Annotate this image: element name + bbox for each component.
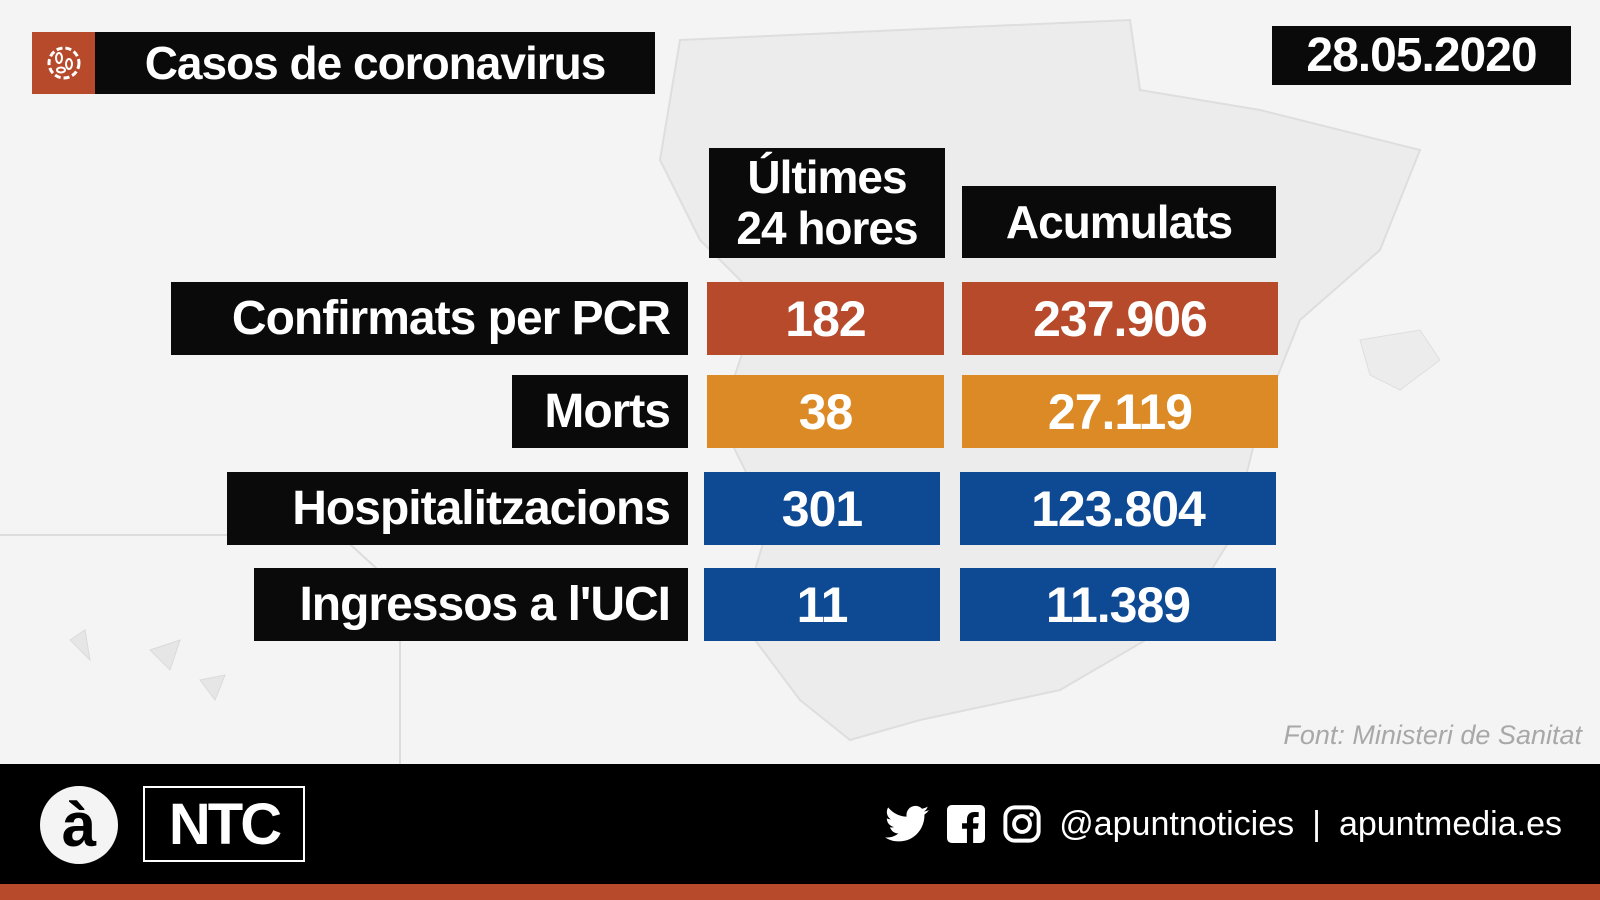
row-value-last-24h: 38: [707, 375, 944, 448]
row-label: Hospitalitzacions: [227, 472, 688, 545]
row-value-cumulative: 123.804: [960, 472, 1276, 545]
row-value-last-24h: 11: [704, 568, 940, 641]
page-title: Casos de coronavirus: [95, 32, 655, 94]
row-label: Confirmats per PCR: [171, 282, 688, 355]
column-header-cumulative: Acumulats: [962, 186, 1276, 258]
footer-accent-stripe: [0, 884, 1600, 900]
row-label: Ingressos a l'UCI: [254, 568, 688, 641]
row-label: Morts: [512, 375, 688, 448]
column-header-last-24h: Últimes 24 hores: [709, 148, 945, 258]
row-value-cumulative: 237.906: [962, 282, 1278, 355]
virus-icon: [32, 32, 95, 94]
title-block: Casos de coronavirus: [32, 32, 655, 94]
ntc-logo: NTC: [143, 786, 305, 862]
apunt-logo-text: à: [61, 790, 97, 860]
website-link[interactable]: apuntmedia.es: [1338, 804, 1562, 843]
instagram-icon[interactable]: [1003, 805, 1041, 843]
separator: |: [1312, 804, 1321, 843]
date-label: 28.05.2020: [1272, 26, 1571, 85]
footer: à NTC @apuntnoticies | apuntmedia.es: [0, 764, 1600, 884]
facebook-icon[interactable]: [947, 805, 986, 843]
ntc-logo-text: NTC: [168, 791, 282, 857]
social-links: @apuntnoticies | apuntmedia.es: [885, 764, 1562, 884]
row-value-cumulative: 11.389: [960, 568, 1276, 641]
twitter-handle[interactable]: @apuntnoticies: [1059, 804, 1295, 843]
source-note: Font: Ministeri de Sanitat: [1283, 720, 1582, 750]
apunt-logo: à: [40, 786, 118, 864]
column-header-line1: Últimes: [747, 151, 907, 204]
row-value-cumulative: 27.119: [962, 375, 1278, 448]
column-header-line2: 24 hores: [736, 202, 918, 254]
twitter-icon[interactable]: [885, 805, 930, 843]
row-value-last-24h: 182: [707, 282, 944, 355]
row-value-last-24h: 301: [704, 472, 940, 545]
